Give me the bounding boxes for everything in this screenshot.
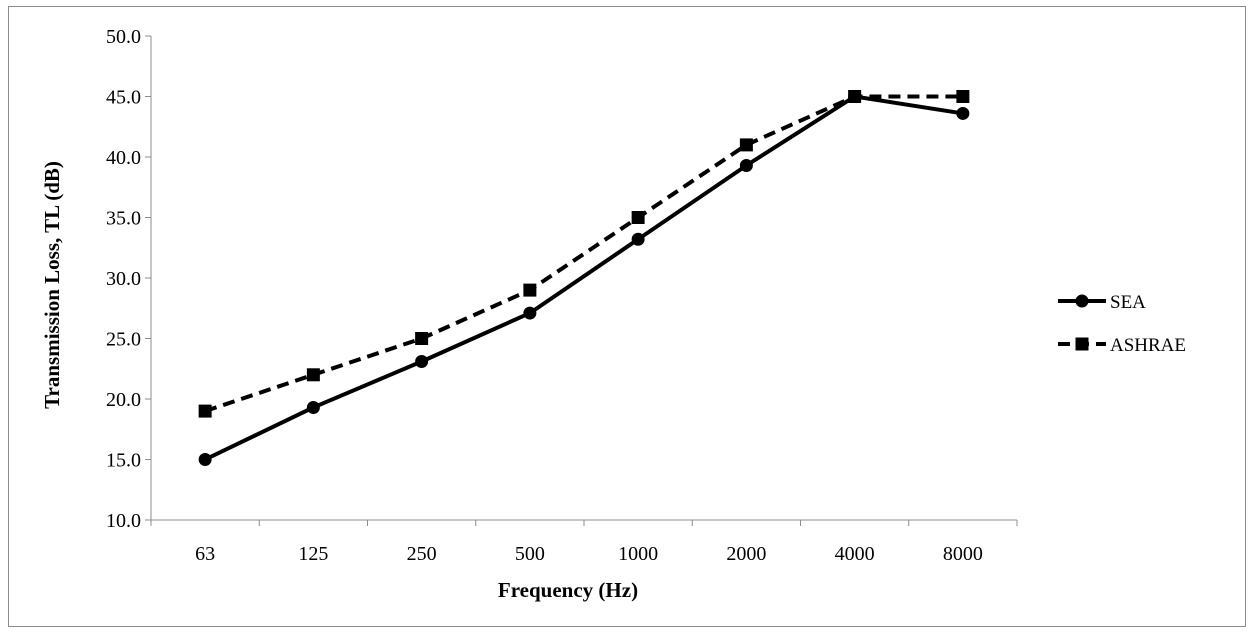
- y-tick-label: 20.0: [106, 389, 141, 411]
- y-tick-label: 10.0: [106, 510, 141, 532]
- data-point-ashrae: [523, 283, 537, 297]
- x-tick-label: 1000: [618, 543, 658, 565]
- x-tick-label: 8000: [943, 543, 983, 565]
- data-point-sea: [306, 400, 320, 414]
- data-point-ashrae: [198, 404, 212, 418]
- data-point-ashrae: [306, 368, 320, 382]
- legend-label-ashrae: ASHRAE: [1110, 335, 1186, 356]
- x-tick-label: 2000: [726, 543, 766, 565]
- x-tick-label: 250: [407, 543, 437, 565]
- y-tick-label: 30.0: [106, 268, 141, 290]
- chart-frame: 10.0 15.0 20.0 25.0 30.0 35.0 40.0 45.0 50.0 63 12…: [8, 6, 1246, 627]
- y-tick-label: 15.0: [106, 450, 141, 472]
- axes: 10.0 15.0 20.0 25.0 30.0 35.0 40.0 45.0 50.0 63 12…: [106, 26, 1018, 565]
- legend-marker-sea: [1075, 294, 1089, 308]
- data-point-ashrae: [631, 211, 645, 224]
- x-tick-label: 63: [195, 543, 215, 565]
- y-tick-label: 40.0: [106, 147, 141, 169]
- legend: SEA ASHRAE: [1058, 292, 1186, 356]
- data-point-sea: [956, 106, 970, 120]
- data-point-ashrae: [739, 138, 753, 152]
- series-line-sea: [204, 94, 964, 462]
- series-line-ashrae: [204, 94, 963, 413]
- data-point-ashrae: [415, 332, 429, 345]
- legend-marker-ashrae: [1075, 337, 1089, 351]
- legend-label-sea: SEA: [1110, 292, 1146, 313]
- y-tick-label: 45.0: [106, 87, 141, 109]
- y-tick-label: 25.0: [106, 329, 141, 351]
- data-point-sea: [523, 306, 537, 320]
- x-tick-label: 4000: [835, 543, 875, 565]
- y-axis-title: Transmission Loss, TL (dB): [40, 161, 64, 409]
- x-tick-label: 125: [298, 543, 328, 565]
- y-tick-label: 35.0: [106, 208, 141, 230]
- data-point-sea: [631, 232, 645, 246]
- data-point-sea: [198, 453, 212, 466]
- x-axis-title: Frequency (Hz): [498, 578, 638, 602]
- line-chart: 10.0 15.0 20.0 25.0 30.0 35.0 40.0 45.0 50.0 63 12…: [40, 26, 1186, 602]
- x-tick-label: 500: [515, 543, 545, 565]
- data-point-ashrae: [956, 90, 970, 103]
- data-point-sea: [739, 158, 753, 172]
- y-tick-label: 50.0: [106, 26, 141, 48]
- series-layer: [198, 90, 970, 466]
- data-point-sea: [415, 354, 429, 368]
- data-point-ashrae: [848, 90, 862, 103]
